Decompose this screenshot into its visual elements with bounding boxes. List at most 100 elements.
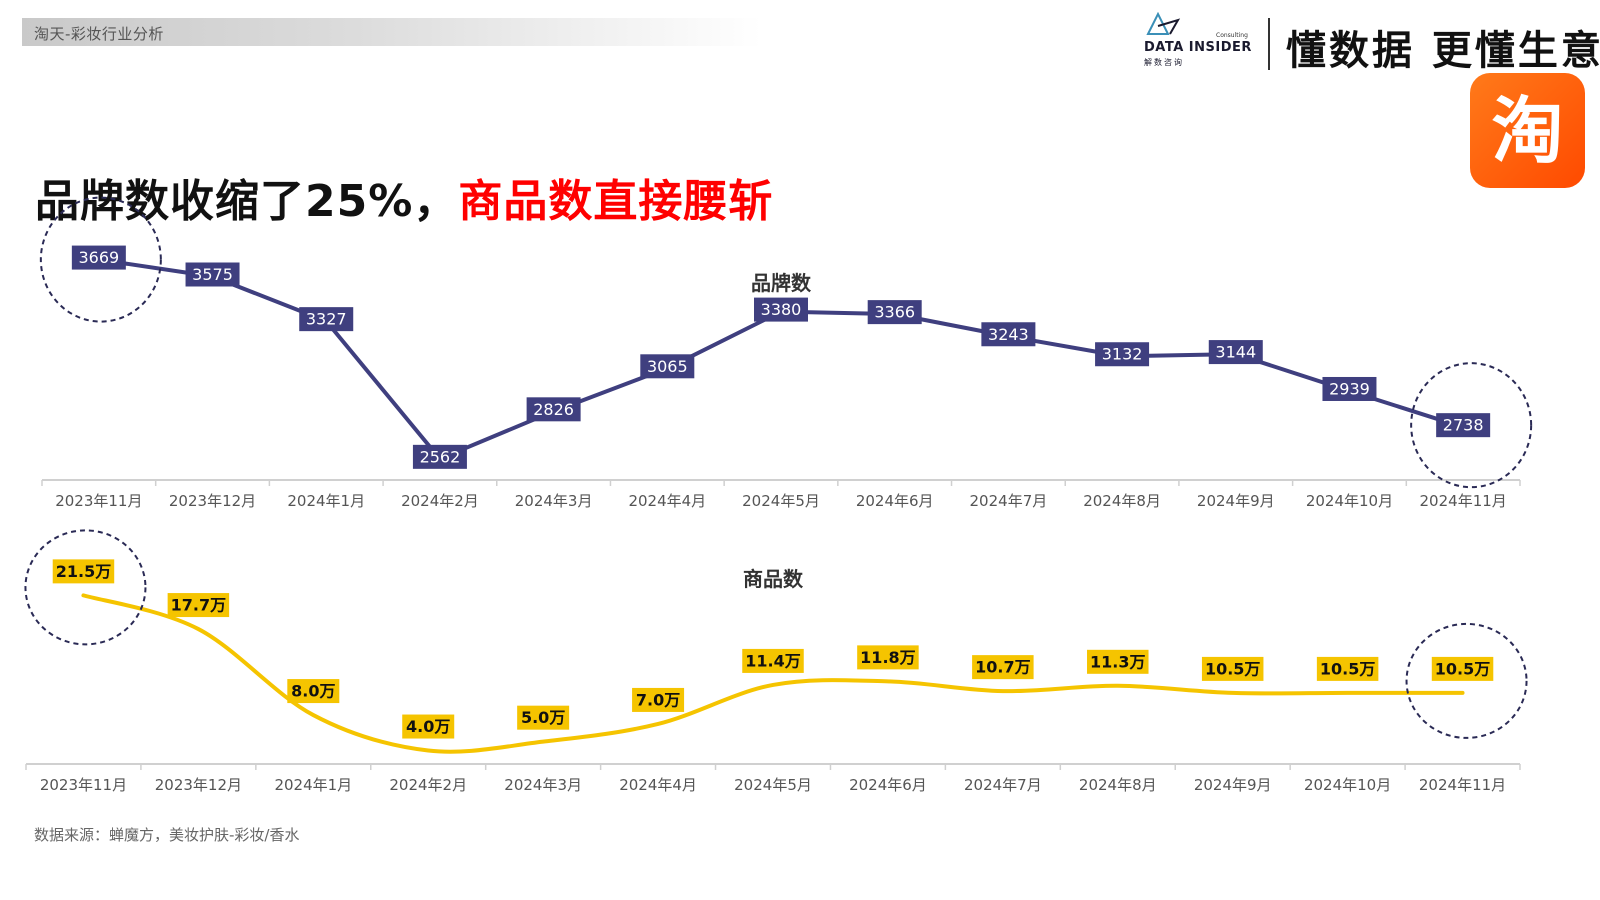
- product-data-label-text: 10.5万: [1435, 659, 1490, 678]
- product-data-label: 11.4万: [742, 648, 804, 673]
- brand-x-tick-label: 2024年4月: [628, 492, 706, 510]
- brand-data-label: 2562: [412, 444, 467, 469]
- brand-x-tick-label: 2024年1月: [287, 492, 365, 510]
- brand-data-label-bg: [1436, 413, 1491, 438]
- brand-x-tick-label: 2024年6月: [856, 492, 934, 510]
- brand-data-label-bg: [71, 245, 126, 270]
- brand-data-label: 2738: [1436, 413, 1491, 438]
- product-x-tick-label: 2024年1月: [274, 776, 352, 794]
- logo-consulting: Consulting: [1216, 32, 1248, 39]
- brand-data-label-bg: [1208, 340, 1263, 365]
- brand-data-label-bg: [526, 397, 581, 422]
- headline-part1: 品牌数收缩了25%，: [35, 176, 459, 227]
- slogan: 懂数据 更懂生意: [1286, 28, 1600, 74]
- product-data-label-text: 17.7万: [171, 596, 226, 615]
- brand-x-tick-label: 2023年12月: [169, 492, 256, 510]
- brand-data-label-bg: [981, 322, 1036, 347]
- product-x-tick-label: 2024年3月: [504, 776, 582, 794]
- brand-data-label-bg: [754, 297, 808, 322]
- product-data-label: 10.5万: [1201, 656, 1264, 681]
- brand-x-tick-label: 2024年8月: [1083, 492, 1161, 510]
- brand-data-label: 2826: [526, 397, 581, 422]
- brand-data-label-bg: [867, 300, 922, 325]
- brand-data-label-text: 3669: [78, 248, 119, 267]
- brand-data-label-text: 3575: [192, 265, 233, 284]
- product-data-label: 17.7万: [167, 593, 230, 618]
- product-data-label-text: 8.0万: [291, 682, 335, 701]
- product-data-label-text: 7.0万: [636, 690, 680, 709]
- product-data-label: 11.8万: [857, 645, 919, 670]
- brand-data-label-text: 3380: [761, 300, 802, 319]
- brand-data-label-text: 3327: [306, 310, 347, 329]
- brand-data-label-bg: [185, 262, 240, 287]
- product-series-line: [81, 593, 1465, 754]
- product-data-label-bg: [1087, 649, 1149, 674]
- brand-x-tick-label: 2024年7月: [970, 492, 1048, 510]
- product-data-label-bg: [972, 655, 1034, 680]
- taobao-app-icon: 淘: [1470, 73, 1585, 188]
- brand-data-label: 3144: [1208, 340, 1263, 365]
- brand-data-label-text: 3132: [1102, 345, 1143, 364]
- section-label: 淘天-彩妆行业分析: [34, 25, 164, 43]
- brand-data-label-text: 3366: [874, 303, 915, 322]
- product-data-label-bg: [632, 687, 685, 712]
- product-data-label-bg: [402, 714, 455, 739]
- product-data-label-text: 10.7万: [975, 658, 1030, 677]
- product-data-label-text: 11.3万: [1090, 652, 1145, 671]
- product-data-label: 11.3万: [1087, 649, 1149, 674]
- product-data-label-bg: [1431, 656, 1494, 681]
- brand-data-label: 3380: [754, 297, 808, 322]
- product-data-label-text: 10.5万: [1205, 659, 1260, 678]
- brand-header: Consulting DATA INSIDER 解数咨询 懂数据 更懂生意: [1144, 12, 1600, 74]
- brand-x-tick-label: 2024年3月: [515, 492, 593, 510]
- product-data-label-text: 4.0万: [406, 717, 450, 736]
- brand-data-label: 3065: [640, 354, 695, 379]
- brand-data-label: 3669: [71, 245, 126, 270]
- product-data-label-text: 5.0万: [521, 708, 565, 727]
- brand-data-label: 3366: [867, 300, 922, 325]
- brand-data-label-bg: [1095, 342, 1150, 367]
- product-x-tick-label: 2024年8月: [1079, 776, 1157, 794]
- app-badge-char: 淘: [1491, 88, 1564, 173]
- brand-data-label-bg: [1322, 376, 1377, 401]
- product-data-label-bg: [1316, 656, 1379, 681]
- brand-data-label-bg: [412, 444, 467, 469]
- product-data-label: 8.0万: [287, 679, 340, 704]
- headline: 品牌数收缩了25%，商品数直接腰斩: [35, 165, 773, 229]
- brand-chart-title: 品牌数: [751, 271, 812, 295]
- product-data-label: 5.0万: [517, 705, 570, 730]
- product-data-label: 10.7万: [972, 655, 1034, 680]
- product-data-label-text: 11.8万: [860, 648, 915, 667]
- brand-data-label: 3132: [1095, 342, 1150, 367]
- brand-data-label-bg: [299, 307, 354, 332]
- brand-data-label: 3327: [299, 307, 354, 332]
- product-x-tick-label: 2024年10月: [1304, 776, 1391, 794]
- product-x-tick-label: 2024年6月: [849, 776, 927, 794]
- product-data-label-bg: [742, 648, 804, 673]
- product-data-label: 21.5万: [52, 559, 115, 584]
- product-data-label: 7.0万: [632, 687, 685, 712]
- brand-highlight-circle: [39, 196, 162, 323]
- brand-x-tick-label: 2024年11月: [1420, 492, 1507, 510]
- product-data-label-bg: [857, 645, 919, 670]
- product-count-chart: 商品数 2023年11月 2023年12月 2024年1月 2024年2月 2024年3月…: [24, 529, 1528, 794]
- brand-data-label: 2939: [1322, 376, 1377, 401]
- section-bar: 淘天-彩妆行业分析: [22, 18, 762, 46]
- brand-x-tick-label: 2024年10月: [1306, 492, 1393, 510]
- logo-text: DATA INSIDER: [1144, 40, 1252, 55]
- product-data-label-bg: [52, 559, 115, 584]
- product-x-tick-label: 2023年11月: [40, 776, 127, 794]
- product-x-tick-label: 2024年4月: [619, 776, 697, 794]
- product-data-label-bg: [1201, 656, 1264, 681]
- product-data-label-text: 21.5万: [56, 562, 111, 581]
- product-x-tick-label: 2024年2月: [389, 776, 467, 794]
- brand-x-tick-label: 2024年5月: [742, 492, 820, 510]
- product-data-label-bg: [167, 593, 230, 618]
- logo-subtext: 解数咨询: [1144, 58, 1184, 67]
- brand-highlight-circle: [1410, 362, 1533, 489]
- product-highlight-circle: [1405, 622, 1528, 739]
- product-data-label-bg: [517, 705, 570, 730]
- brand-data-label-text: 2939: [1329, 379, 1370, 398]
- brand-x-tick-label: 2023年11月: [55, 492, 142, 510]
